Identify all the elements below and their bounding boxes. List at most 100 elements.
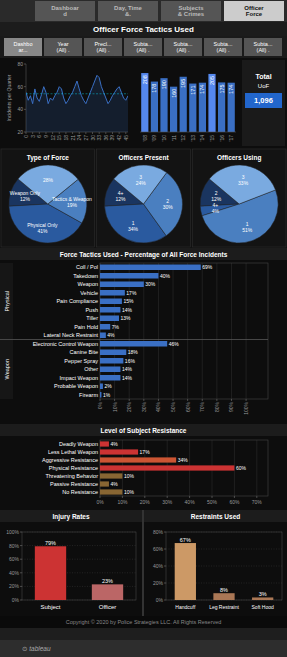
bar xyxy=(100,366,120,372)
label-line: Subta... xyxy=(134,41,153,47)
grid-line xyxy=(256,440,257,496)
category-label: No Resistance xyxy=(62,489,98,495)
data-label: 174 xyxy=(228,85,234,94)
chart-title: Injury Rates xyxy=(52,513,90,521)
y-tick xyxy=(164,600,166,601)
label-line: Subta... xyxy=(214,41,233,47)
category-label: Pepper Spray xyxy=(64,358,98,364)
filter[interactable] xyxy=(244,38,282,56)
y-tick xyxy=(164,583,166,584)
filter-label[interactable]: Subta...(All) . xyxy=(134,41,153,53)
label-line: (All) . xyxy=(217,47,230,53)
grid-line xyxy=(202,263,203,399)
filter[interactable] xyxy=(4,38,42,56)
bar xyxy=(100,264,201,270)
filter[interactable] xyxy=(84,38,122,56)
x-tick-label: 20% xyxy=(126,401,132,412)
header-bar xyxy=(0,424,287,436)
chart-title: Restraints Used xyxy=(191,513,241,520)
divider xyxy=(142,510,144,616)
filter-label[interactable]: Subta...(All) . xyxy=(254,41,273,53)
data-label: 34% xyxy=(178,457,189,463)
filter[interactable] xyxy=(124,38,162,56)
y-tick-label: 20% xyxy=(153,580,164,586)
category-label: Tiller xyxy=(86,315,98,321)
tab-label[interactable]: Dashboard xyxy=(51,5,79,18)
data-label: 28% xyxy=(43,177,54,183)
section-strip xyxy=(0,340,13,400)
data-label: 30% xyxy=(163,204,174,210)
filter-label[interactable]: Dashboar... xyxy=(14,41,33,53)
x-tick-label: 30% xyxy=(162,499,173,505)
filter[interactable] xyxy=(204,38,242,56)
row-background xyxy=(0,148,287,248)
header-bar xyxy=(0,510,142,522)
bars xyxy=(35,546,123,600)
category-label: Aggressive Resistance xyxy=(42,457,98,463)
y-tick-label: 20 xyxy=(17,129,23,135)
copyright: Copyright © 2020 by Police Strategies LL… xyxy=(66,619,222,625)
page-background xyxy=(0,0,287,657)
tab-label[interactable]: OfficerForce xyxy=(244,5,264,18)
x-tick xyxy=(189,496,190,498)
x-tick-label: 0 xyxy=(23,135,29,138)
x-tick-label: '15 xyxy=(209,135,215,142)
x-tick xyxy=(187,399,188,401)
bar xyxy=(100,449,138,454)
data-label: 15% xyxy=(123,298,134,304)
grid-line xyxy=(22,545,136,546)
category-label: Subject xyxy=(40,604,60,610)
data-label: 41% xyxy=(37,228,48,234)
bar xyxy=(100,465,234,470)
bar xyxy=(100,324,110,330)
x-tick-label: '11 xyxy=(171,135,177,141)
tab-label[interactable]: Subjects& Crimes xyxy=(178,5,205,18)
mean-line xyxy=(26,93,128,94)
data-label: 12% xyxy=(116,196,127,202)
category-label: Probable Weapon xyxy=(54,383,98,389)
filter[interactable] xyxy=(164,38,202,56)
tab-label[interactable]: Day, Time&. xyxy=(114,5,142,18)
category-label: Less Lethal Weapon xyxy=(48,449,98,455)
pie-slice xyxy=(209,165,275,204)
pie-title: Type of Force xyxy=(27,154,70,162)
filter-label[interactable]: Subta...(All) . xyxy=(214,41,233,53)
y-tick xyxy=(20,545,22,546)
data-label: 33% xyxy=(238,180,249,186)
bar xyxy=(175,543,196,600)
category-label: Officer xyxy=(99,604,117,610)
x-tick-label: 0% xyxy=(97,401,103,409)
data-label: 8% xyxy=(220,587,228,593)
label-line: ar... xyxy=(18,47,28,53)
tab[interactable] xyxy=(35,1,95,21)
x-tick-label: 12 xyxy=(50,135,56,141)
y-tick-label: 60% xyxy=(9,556,20,562)
tab[interactable] xyxy=(98,1,158,21)
section-label: Weapon xyxy=(4,359,10,379)
y-tick xyxy=(20,586,22,587)
row-background xyxy=(0,248,287,424)
label-line: Dashbo xyxy=(14,41,33,47)
bars xyxy=(100,264,201,397)
x-tick-label: 60% xyxy=(185,401,191,412)
x-tick-label: 50% xyxy=(207,499,218,505)
bar xyxy=(100,307,120,313)
pie-panel xyxy=(1,149,95,247)
x-tick xyxy=(167,496,168,498)
tab[interactable] xyxy=(224,1,284,21)
filter-label[interactable]: Subta...(All) . xyxy=(174,41,193,53)
bar xyxy=(35,546,66,600)
x-tick-label: 70% xyxy=(199,401,205,412)
bars xyxy=(141,73,235,132)
data-label: 30% xyxy=(145,281,156,287)
category-label: Soft Hood xyxy=(252,604,274,610)
x-tick-label: 10% xyxy=(117,499,128,505)
filter[interactable] xyxy=(44,38,82,56)
category-label: Deadly Weapon xyxy=(59,441,98,447)
filter-label[interactable]: Year(All) . xyxy=(57,41,70,53)
data-label: 4% xyxy=(110,481,118,487)
tab[interactable] xyxy=(161,1,221,21)
data-label: 19% xyxy=(67,202,78,208)
data-label: 51% xyxy=(242,227,253,233)
filter-label[interactable]: Precl...(All) . xyxy=(94,41,112,53)
